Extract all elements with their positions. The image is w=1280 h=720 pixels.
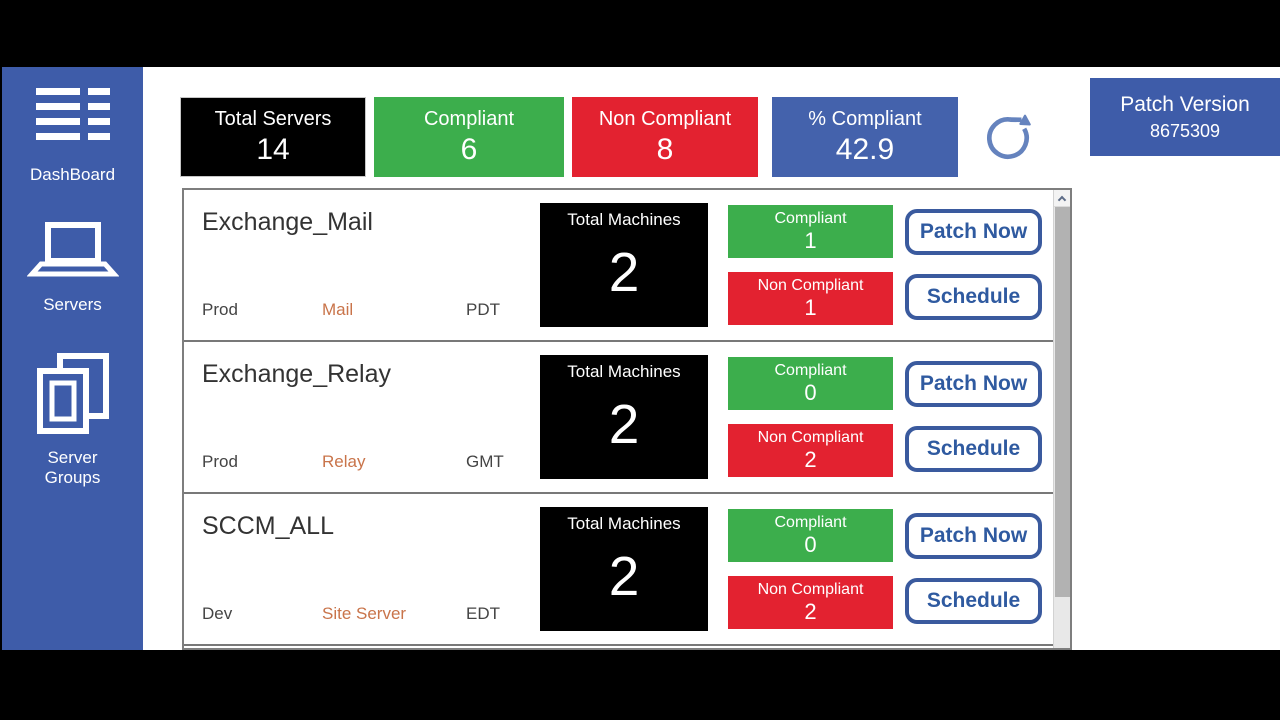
stacked-windows-icon bbox=[35, 353, 111, 442]
server-group-row: Exchange_Mail Prod Mail PDT Total Machin… bbox=[184, 190, 1053, 342]
stat-value: 6 bbox=[460, 133, 478, 166]
stat-value: 8 bbox=[656, 133, 674, 166]
stat-label: Total Servers bbox=[214, 108, 332, 130]
group-role: Relay bbox=[322, 452, 366, 471]
compliant-label: Compliant bbox=[774, 210, 847, 227]
group-timezone: EDT bbox=[466, 604, 500, 623]
total-machines-box: Total Machines 2 bbox=[540, 507, 708, 631]
chevron-up-icon bbox=[1057, 195, 1067, 205]
group-environment: Dev bbox=[202, 604, 233, 623]
compliant-label: Compliant bbox=[774, 514, 847, 531]
group-role: Mail bbox=[322, 300, 354, 319]
sidebar-item-dashboard[interactable]: DashBoard bbox=[30, 87, 115, 185]
refresh-icon[interactable] bbox=[980, 108, 1036, 164]
compliant-label: Compliant bbox=[774, 362, 847, 379]
laptop-icon bbox=[25, 222, 120, 283]
non-compliant-value: 2 bbox=[804, 447, 817, 472]
stat-compliant: Compliant 6 bbox=[374, 97, 564, 177]
non-compliant-value: 1 bbox=[804, 295, 817, 320]
compliant-value: 0 bbox=[804, 532, 817, 557]
group-environment: Prod bbox=[202, 300, 238, 319]
non-compliant-value: 2 bbox=[804, 599, 817, 624]
sidebar: DashBoard Servers Server Groups bbox=[2, 67, 143, 650]
total-machines-label: Total Machines bbox=[567, 362, 681, 381]
total-machines-label: Total Machines bbox=[567, 514, 681, 533]
dashboard-lines-icon bbox=[35, 87, 110, 150]
non-compliant-box: Non Compliant 2 bbox=[728, 576, 893, 629]
stat-label: Compliant bbox=[423, 108, 515, 130]
patch-version-box: Patch Version 8675309 bbox=[1090, 78, 1280, 156]
non-compliant-label: Non Compliant bbox=[757, 277, 864, 294]
patch-now-button[interactable]: Patch Now bbox=[905, 513, 1042, 559]
non-compliant-box: Non Compliant 1 bbox=[728, 272, 893, 325]
non-compliant-label: Non Compliant bbox=[757, 581, 864, 598]
stat-non-compliant: Non Compliant 8 bbox=[572, 97, 758, 177]
compliant-box: Compliant 0 bbox=[728, 509, 893, 562]
non-compliant-box: Non Compliant 2 bbox=[728, 424, 893, 477]
scrollbar[interactable] bbox=[1053, 190, 1070, 648]
group-environment: Prod bbox=[202, 452, 238, 471]
total-machines-label: Total Machines bbox=[567, 210, 681, 229]
patch-version-label: Patch Version bbox=[1120, 93, 1250, 116]
group-name: SCCM_ALL bbox=[202, 512, 334, 540]
patch-now-button[interactable]: Patch Now bbox=[905, 361, 1042, 407]
schedule-button[interactable]: Schedule bbox=[905, 274, 1042, 320]
group-timezone: PDT bbox=[466, 300, 500, 319]
group-timezone: GMT bbox=[466, 452, 504, 471]
compliant-value: 1 bbox=[804, 228, 817, 253]
non-compliant-label: Non Compliant bbox=[757, 429, 864, 446]
total-machines-box: Total Machines 2 bbox=[540, 355, 708, 479]
stat-value: 14 bbox=[256, 133, 290, 166]
total-machines-value: 2 bbox=[608, 545, 640, 607]
compliant-box: Compliant 0 bbox=[728, 357, 893, 410]
sidebar-item-server-groups[interactable]: Server Groups bbox=[33, 353, 113, 488]
server-group-row: Exchange_Relay Prod Relay GMT Total Mach… bbox=[184, 342, 1053, 494]
scrollbar-thumb[interactable] bbox=[1055, 207, 1070, 597]
group-role: Site Server bbox=[322, 604, 407, 623]
server-groups-list: Exchange_Mail Prod Mail PDT Total Machin… bbox=[184, 190, 1053, 648]
stat-percent-compliant: % Compliant 42.9 bbox=[772, 97, 958, 177]
compliant-box: Compliant 1 bbox=[728, 205, 893, 258]
stat-label: Non Compliant bbox=[598, 108, 732, 130]
server-groups-panel: Exchange_Mail Prod Mail PDT Total Machin… bbox=[182, 188, 1072, 650]
total-machines-value: 2 bbox=[608, 393, 640, 455]
compliant-value: 0 bbox=[804, 380, 817, 405]
group-name: Exchange_Mail bbox=[202, 208, 373, 236]
stat-value: 42.9 bbox=[835, 133, 895, 166]
schedule-button[interactable]: Schedule bbox=[905, 426, 1042, 472]
group-name: Exchange_Relay bbox=[202, 360, 392, 388]
total-machines-value: 2 bbox=[608, 241, 640, 303]
sidebar-item-label: Server Groups bbox=[44, 448, 101, 487]
patch-now-button[interactable]: Patch Now bbox=[905, 209, 1042, 255]
schedule-button[interactable]: Schedule bbox=[905, 578, 1042, 624]
sidebar-item-servers[interactable]: Servers bbox=[25, 222, 120, 315]
stat-total-servers: Total Servers 14 bbox=[180, 97, 366, 177]
sidebar-item-label: DashBoard bbox=[29, 165, 116, 184]
stat-label: % Compliant bbox=[808, 108, 922, 130]
server-group-row: SCCM_ALL Dev Site Server EDT Total Machi… bbox=[184, 494, 1053, 646]
patch-version-value: 8675309 bbox=[1149, 121, 1221, 141]
total-machines-box: Total Machines 2 bbox=[540, 203, 708, 327]
scroll-up-button[interactable] bbox=[1054, 190, 1070, 207]
sidebar-item-label: Servers bbox=[43, 295, 102, 314]
